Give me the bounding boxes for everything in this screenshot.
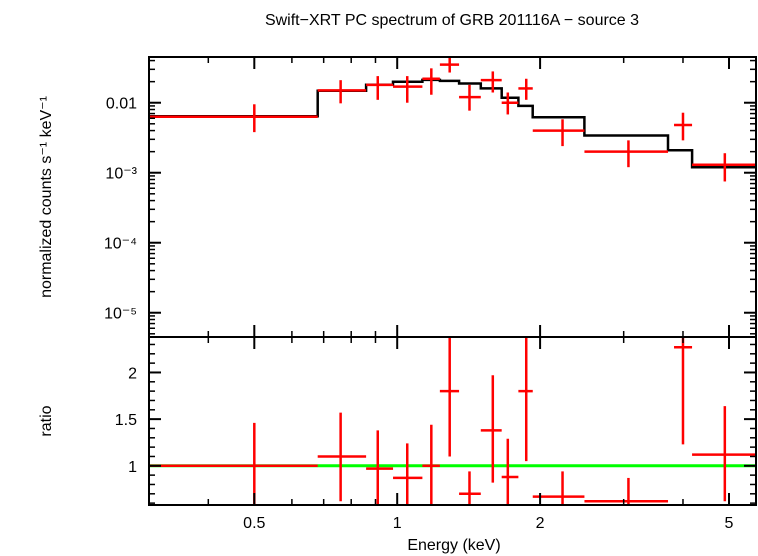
spectrum-data-point bbox=[480, 71, 502, 93]
ratio-y-axis-label: ratio bbox=[38, 405, 55, 436]
spectrum-data-point bbox=[422, 68, 440, 95]
ratio-data-point bbox=[518, 337, 533, 462]
ratio-panel-frame bbox=[148, 336, 757, 506]
spectrum-y-axis-label: normalized counts s⁻¹ keV⁻¹ bbox=[38, 96, 55, 298]
tick-label-layer: 0.5 1 2 5 0.01 10⁻³ 10⁻⁴ 10⁻⁵ 1 1.5 2 bbox=[104, 96, 734, 532]
spectrum-data-point bbox=[439, 57, 460, 73]
spectrum-data-point bbox=[518, 78, 533, 100]
ratio-data-point bbox=[459, 471, 481, 505]
spectrum-data-point bbox=[674, 112, 693, 141]
spectrum-y-tick-label: 10⁻⁵ bbox=[104, 306, 137, 323]
chart-title: Swift−XRT PC spectrum of GRB 201116A − s… bbox=[265, 12, 639, 29]
x-tick-label: 1 bbox=[393, 515, 402, 532]
spectrum-data-point bbox=[366, 76, 394, 100]
spectrum-data-point bbox=[692, 153, 756, 182]
ratio-data-point bbox=[149, 422, 318, 505]
axes-layer bbox=[148, 56, 757, 506]
spectrum-data-point bbox=[584, 140, 669, 168]
ratio-data-point bbox=[422, 424, 440, 505]
spectrum-data-point bbox=[501, 92, 519, 115]
spectrum-data-point bbox=[317, 80, 367, 104]
spectrum-data-point bbox=[149, 104, 318, 133]
spectrum-data-point bbox=[459, 84, 481, 111]
ratio-data-point bbox=[501, 438, 519, 505]
x-axis-label: Energy (keV) bbox=[407, 537, 500, 554]
ratio-data-point bbox=[584, 477, 669, 505]
x-tick-label: 5 bbox=[725, 515, 734, 532]
spectrum-data-point bbox=[532, 119, 585, 147]
spectrum-y-tick-label: 0.01 bbox=[106, 96, 137, 113]
spectrum-panel-frame bbox=[148, 56, 757, 338]
ratio-data-point bbox=[393, 443, 423, 505]
ratio-data-point bbox=[692, 406, 756, 502]
spectrum-data-point bbox=[393, 76, 423, 103]
data-layer bbox=[149, 57, 756, 505]
ratio-data-point bbox=[480, 375, 502, 483]
x-tick-label: 0.5 bbox=[243, 515, 265, 532]
ratio-data-point bbox=[674, 337, 693, 445]
ratio-data-point bbox=[532, 471, 585, 505]
ratio-y-tick-label: 1.5 bbox=[115, 412, 137, 429]
x-tick-label: 2 bbox=[536, 515, 545, 532]
ratio-data-point bbox=[317, 412, 367, 502]
ratio-y-tick-label: 2 bbox=[128, 365, 137, 382]
ratio-data-point bbox=[366, 430, 394, 505]
ratio-y-tick-label: 1 bbox=[128, 459, 137, 476]
ratio-data-point bbox=[439, 337, 460, 457]
spectrum-y-tick-label: 10⁻⁴ bbox=[104, 236, 137, 253]
spectrum-y-tick-label: 10⁻³ bbox=[105, 166, 137, 183]
model-layer bbox=[149, 78, 756, 169]
model-step-line bbox=[149, 78, 756, 169]
